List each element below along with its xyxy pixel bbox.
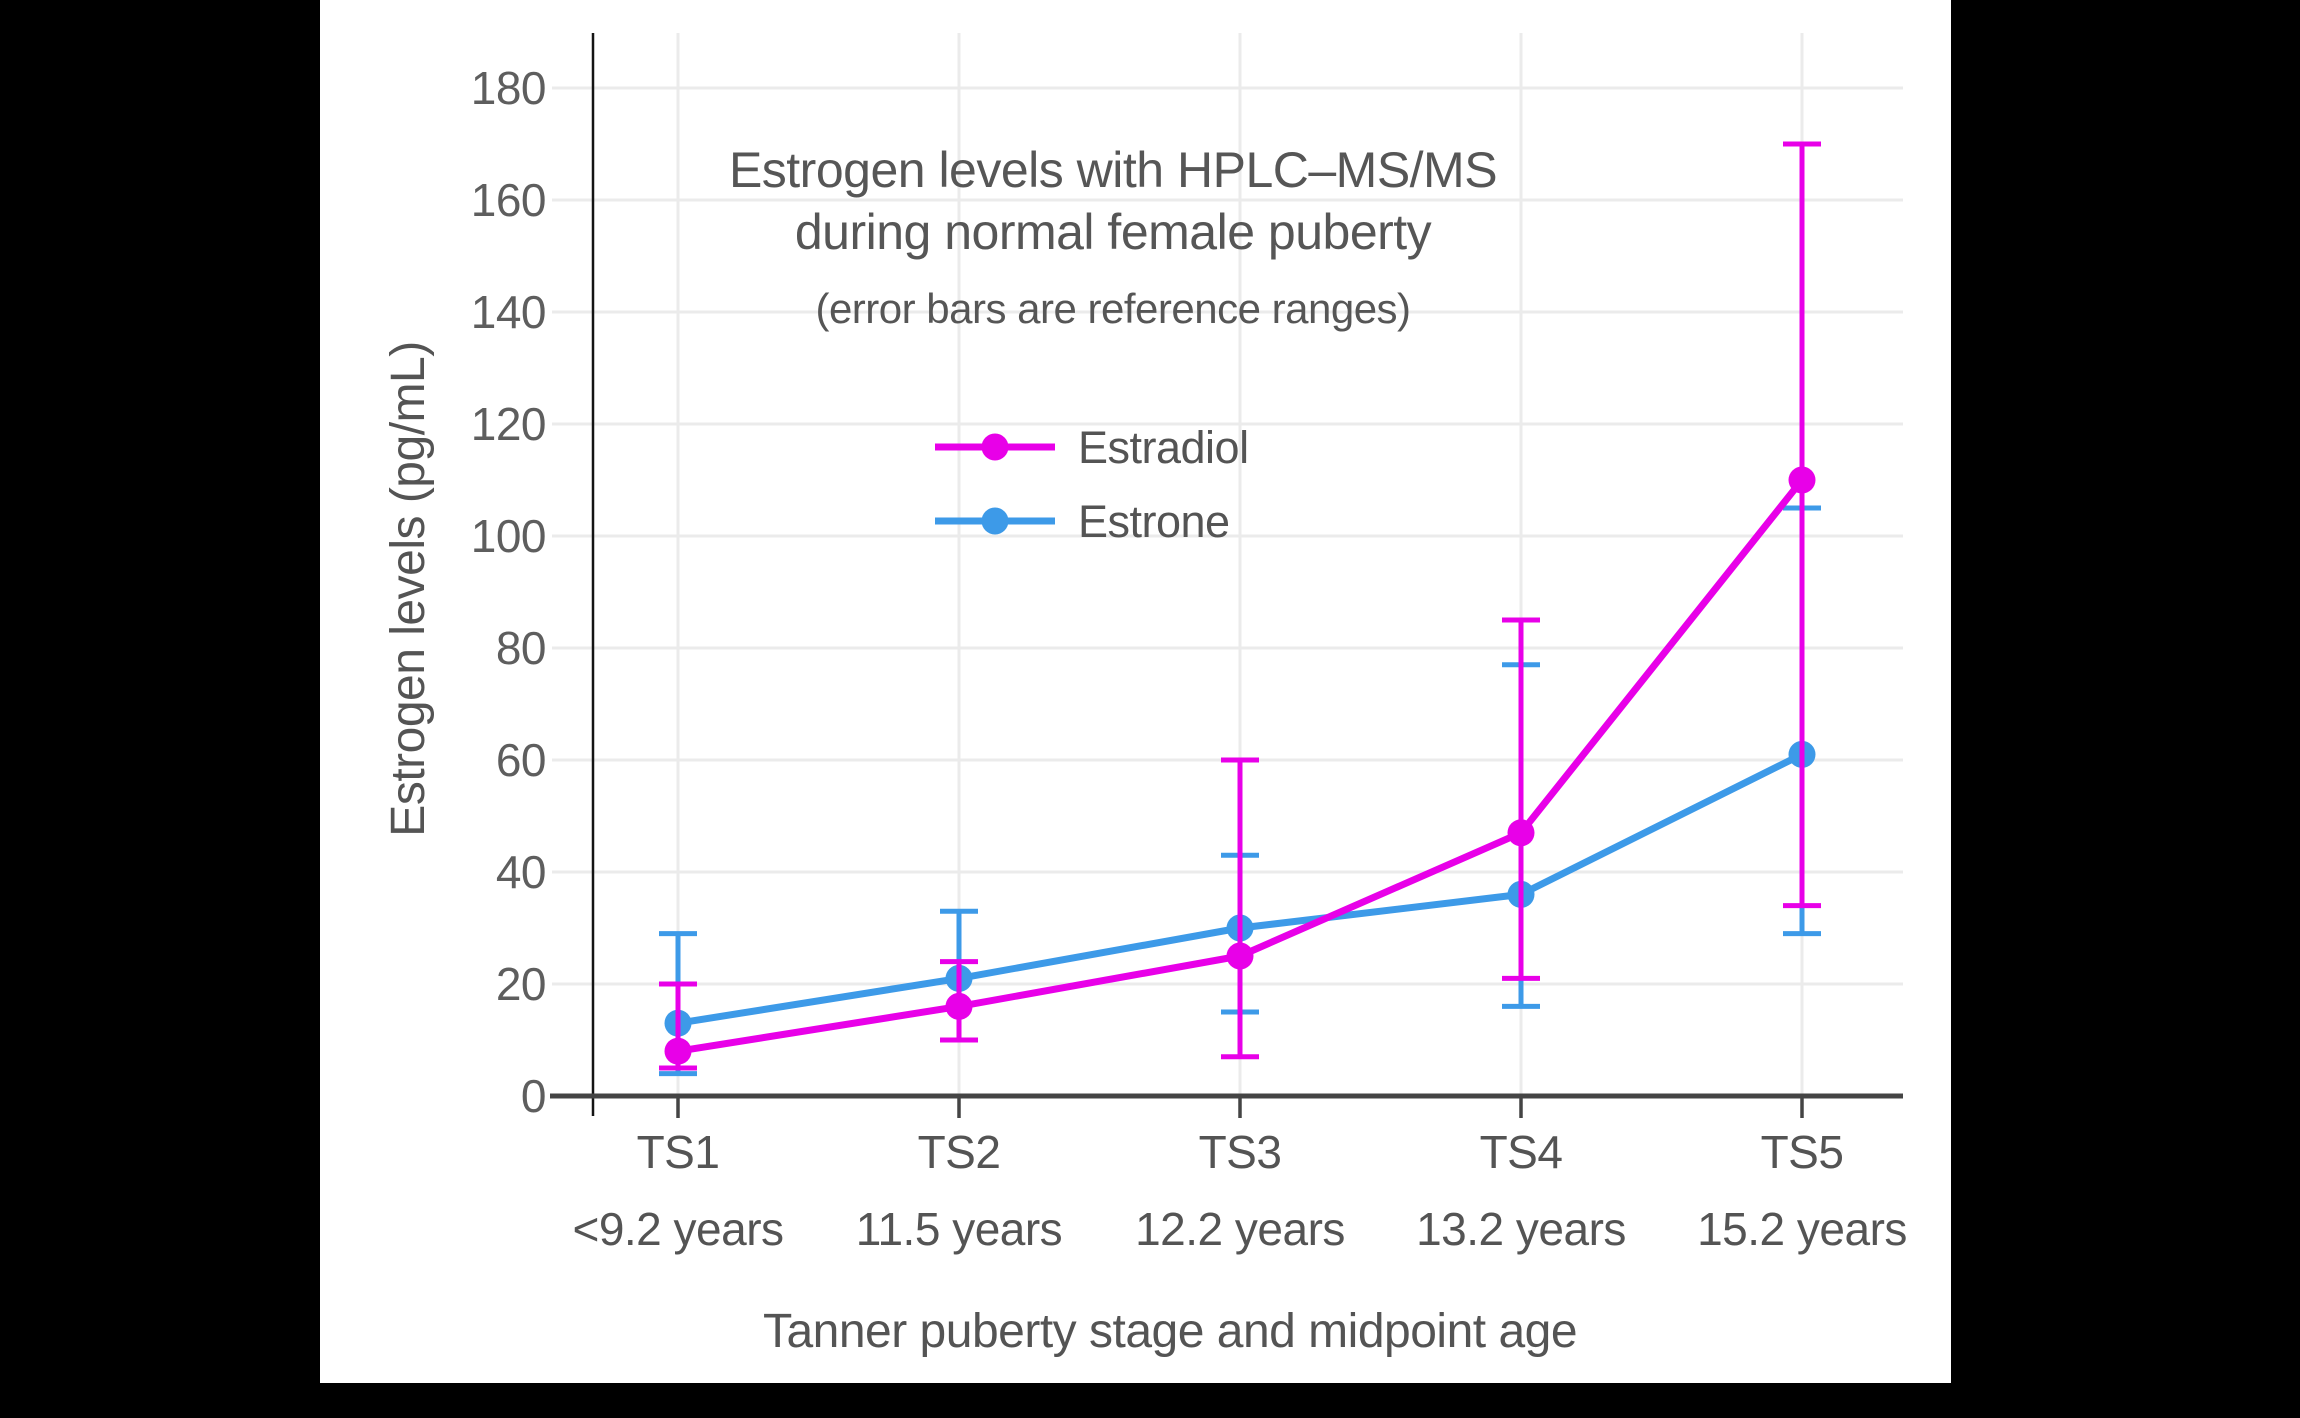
legend-item-estrone: Estrone	[935, 496, 1230, 547]
legend: Estradiol Estrone	[935, 422, 1249, 547]
tick-label-layer: 0 20 40 60 80 100 120 140 160 180 TS1 <9.2 years TS2…	[471, 62, 1908, 1255]
x-category-sublabel-TS5: 15.2 years	[1697, 1203, 1907, 1255]
x-category-sublabel-TS1: <9.2 years	[572, 1203, 783, 1255]
legend-label: Estradiol	[1078, 422, 1249, 473]
y-tick-label-80: 80	[496, 622, 546, 674]
y-axis-title: Estrogen levels (pg/mL)	[382, 341, 435, 836]
x-axis-title: Tanner puberty stage and midpoint age	[763, 1305, 1577, 1358]
x-category-label-TS1: TS1	[637, 1126, 720, 1178]
chart-title-line2: during normal female puberty	[795, 204, 1432, 260]
y-tick-label-60: 60	[496, 734, 546, 786]
data-point-estradiol-ts2	[945, 992, 973, 1020]
y-tick-label-20: 20	[496, 958, 546, 1010]
data-point-estradiol-ts5	[1788, 466, 1816, 494]
legend-marker-dot	[981, 507, 1009, 535]
x-category-label-TS3: TS3	[1199, 1126, 1282, 1178]
y-tick-label-120: 120	[471, 398, 546, 450]
series-estradiol	[659, 141, 1821, 1071]
y-tick-label-100: 100	[471, 510, 546, 562]
x-category-label-TS4: TS4	[1480, 1126, 1563, 1178]
axis-layer	[550, 33, 1903, 1118]
error-bar-estradiol-ts3	[1221, 757, 1259, 1060]
chart-title-line1: Estrogen levels with HPLC–MS/MS	[729, 142, 1497, 198]
x-category-label-TS2: TS2	[918, 1126, 1001, 1178]
data-point-estradiol-ts4	[1507, 819, 1535, 847]
x-category-sublabel-TS4: 13.2 years	[1416, 1203, 1626, 1255]
legend-marker-dot	[981, 433, 1009, 461]
chart-subtitle: (error bars are reference ranges)	[815, 285, 1410, 332]
data-point-estradiol-ts3	[1226, 942, 1254, 970]
legend-item-estradiol: Estradiol	[935, 422, 1249, 473]
y-tick-label-160: 160	[471, 174, 546, 226]
data-point-estradiol-ts1	[664, 1037, 692, 1065]
x-category-sublabel-TS2: 11.5 years	[856, 1203, 1062, 1255]
x-category-label-TS5: TS5	[1761, 1126, 1844, 1178]
legend-label: Estrone	[1078, 496, 1230, 547]
error-bar-estradiol-ts5	[1783, 141, 1821, 909]
error-bar-estradiol-ts4	[1502, 617, 1540, 981]
y-tick-label-180: 180	[471, 62, 546, 114]
y-tick-label-0: 0	[521, 1070, 546, 1122]
series-layer	[659, 141, 1821, 1077]
x-category-sublabel-TS3: 12.2 years	[1135, 1203, 1345, 1255]
y-tick-label-40: 40	[496, 846, 546, 898]
y-tick-label-140: 140	[471, 286, 546, 338]
